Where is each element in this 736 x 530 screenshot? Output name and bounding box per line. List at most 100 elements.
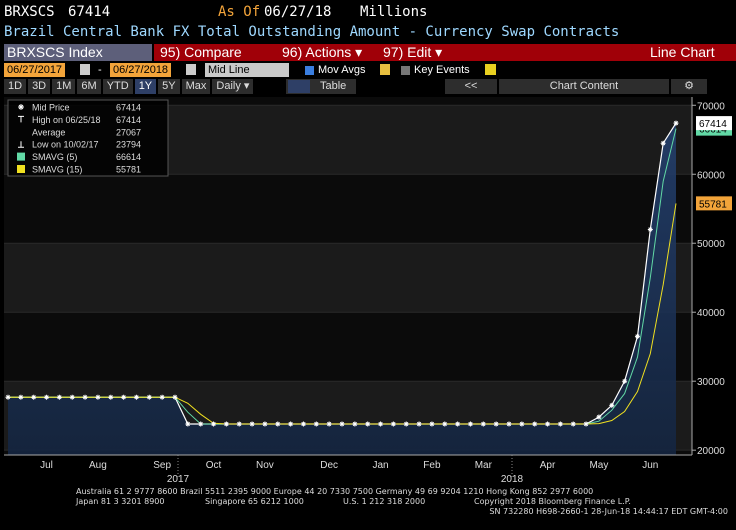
point-marker [288,421,294,427]
range-button[interactable]: 1Y [134,79,157,94]
units: Millions [360,4,428,20]
x-tick-label: Dec [320,460,338,471]
mode-select[interactable]: Mid Line [205,63,289,77]
legend-label: Mid Price [32,103,70,113]
nav-button[interactable]: << [445,79,497,94]
grid-band [4,243,692,313]
point-marker [390,421,396,427]
key-events-checkbox[interactable] [401,66,410,75]
point-marker [519,421,525,427]
last-value-tag [696,116,732,131]
legend-icon [18,104,24,110]
point-marker [82,394,88,400]
legend-icon [18,115,24,123]
point-marker [506,421,512,427]
range-button[interactable]: 1D [4,79,27,94]
description: Brazil Central Bank FX Total Outstanding… [4,24,620,40]
point-marker [480,421,486,427]
point-marker [416,421,422,427]
point-marker [339,421,345,427]
last-value-label: 55781 [699,199,727,210]
last-value: 67414 [68,4,111,20]
legend-label: Low on 10/02/17 [32,140,99,150]
y-tick-label: 60000 [697,170,725,181]
point-marker [18,394,24,400]
range-button[interactable]: YTD [102,79,133,94]
start-date[interactable]: 06/27/2017 [4,63,66,77]
point-marker [300,421,306,427]
legend-value: 55781 [116,165,141,175]
ticker: BRXSCS [4,4,55,20]
point-marker [634,333,640,339]
security-input[interactable]: BRXSCS Index [4,44,152,61]
range-button[interactable]: 6M [77,79,101,94]
range-button[interactable]: 3D [28,79,51,94]
point-marker [159,394,165,400]
menu-bar [154,44,736,61]
chart-icon[interactable] [288,80,310,93]
range-button[interactable]: 5Y [158,79,180,94]
area [8,123,676,455]
legend-value: 23794 [116,140,141,150]
point-marker [622,378,628,384]
settings-button[interactable]: ⚙ [671,79,707,94]
legend-label: SMAVG (5) [32,152,77,162]
calendar-icon[interactable] [80,64,90,75]
pencil-icon[interactable] [380,64,390,75]
x-tick-label: Apr [540,460,556,471]
legend-value: 66614 [116,152,141,162]
legend-label: Average [32,127,65,137]
point-marker [146,394,152,400]
legend-value: 27067 [116,127,141,137]
x-tick-label: Mar [475,460,493,471]
x-tick-label: Sep [153,460,171,471]
legend-icon [18,141,24,148]
last-value-label: 66614 [699,125,727,136]
point-marker [647,226,653,232]
point-marker [223,421,229,427]
point-marker [583,421,589,427]
footer-line: Australia 61 2 9777 8600 Brazil 5511 239… [76,487,594,496]
x-tick-label: Aug [89,460,107,471]
range-button[interactable]: 1M [52,79,76,94]
footer-line: Japan 81 3 3201 8900 [76,497,165,506]
range-button[interactable]: Daily ▾ [212,79,254,94]
point-marker [262,421,268,427]
point-marker [442,421,448,427]
chart-content-button[interactable]: Chart Content [499,79,669,94]
y-tick-label: 70000 [697,101,725,112]
point-marker [365,421,371,427]
y-tick-label: 50000 [697,239,725,250]
compare-button[interactable]: 95) Compare [160,44,242,60]
info-icon[interactable] [485,64,496,75]
actions-button[interactable]: 96) Actions ▾ [282,44,363,60]
legend-swatch [17,165,25,173]
footer-line: Copyright 2018 Bloomberg Finance L.P. [474,497,631,506]
point-marker [44,394,50,400]
end-date[interactable]: 06/27/2018 [110,63,172,77]
point-marker [609,402,615,408]
x-tick-label: Oct [206,460,222,471]
range-button[interactable]: Max [181,79,211,94]
date-separator: - [98,64,102,76]
y-tick-label: 30000 [697,377,725,388]
as-of-label: As Of [218,4,261,20]
point-marker [249,421,255,427]
legend-swatch [17,152,25,161]
calendar-icon[interactable] [186,64,196,75]
point-marker [326,421,332,427]
point-marker [596,414,602,420]
legend-label: SMAVG (15) [32,165,82,175]
mov-avgs-checkbox[interactable] [305,66,314,75]
range-buttons: 1D 3D 1M 6M YTD 1Y 5Y Max Daily ▾ [4,79,254,94]
point-marker [673,120,679,126]
view-button[interactable]: Line Chart [650,44,715,60]
x-tick-label: Feb [423,460,441,471]
point-marker [493,421,499,427]
point-marker [121,394,127,400]
edit-button[interactable]: 97) Edit ▾ [383,44,443,60]
point-marker [532,421,538,427]
footer-line: Singapore 65 6212 1000 [205,497,304,506]
x-tick-label: May [589,460,608,471]
